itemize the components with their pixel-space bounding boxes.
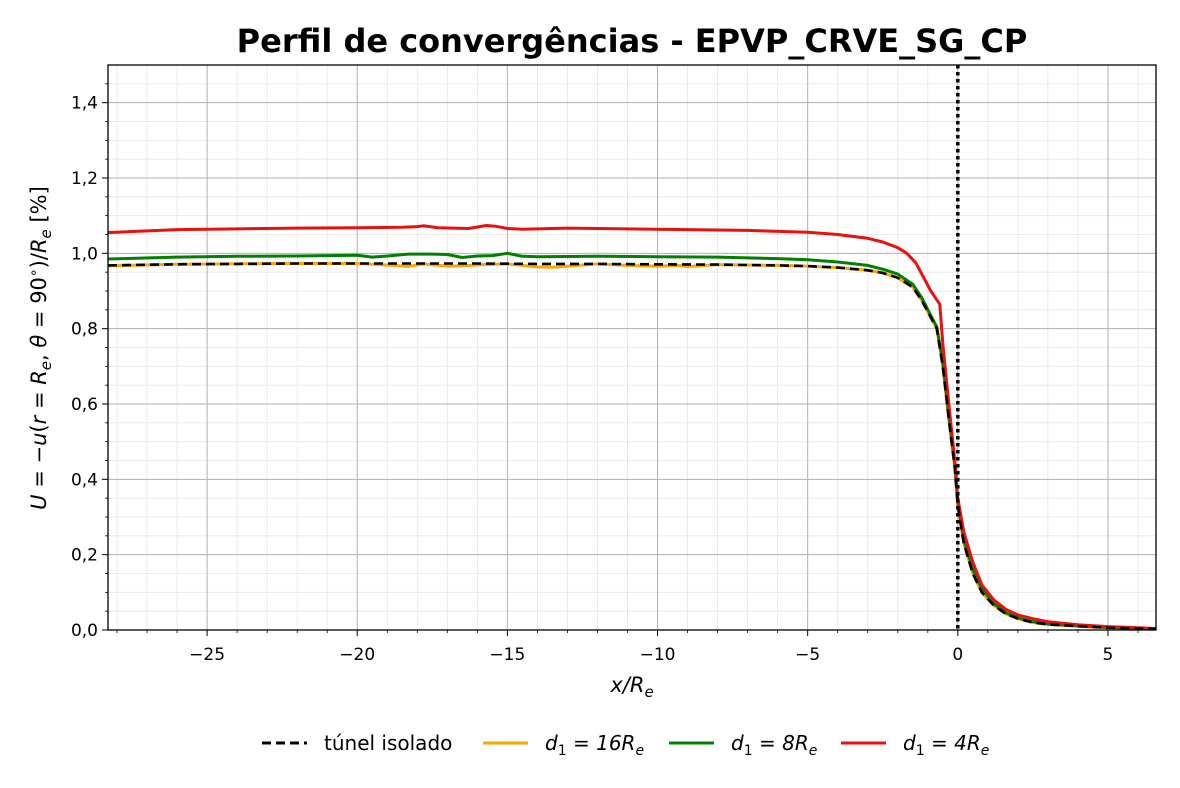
- y-tick-label: 1,0: [71, 244, 98, 264]
- legend-label: túnel isolado: [324, 731, 452, 755]
- y-tick-label: 0,8: [71, 320, 98, 340]
- y-tick-label: 0,4: [71, 470, 98, 490]
- x-tick-label: −15: [489, 645, 525, 665]
- major-gridlines: [108, 65, 1156, 631]
- x-tick-label: 0: [952, 645, 963, 665]
- chart-title: Perfil de convergências - EPVP_CRVE_SG_C…: [237, 22, 1028, 60]
- y-tick-label: 1,4: [71, 94, 98, 114]
- minor-gridlines: [108, 65, 1156, 630]
- series-line: [107, 262, 1157, 631]
- series-layer: [107, 224, 1157, 631]
- y-axis-label: U = −u(r = Re, θ = 90∘)/Re [%]: [26, 186, 55, 510]
- y-tick-label: 0,6: [71, 395, 98, 415]
- legend-label: d1 = 4Re: [903, 731, 989, 759]
- y-tick-labels: 0,0 0,2 0,4 0,6 0,8 1,0 1,2 1,4: [71, 94, 98, 641]
- series-line: [107, 262, 1157, 631]
- x-axis-label: x/Re: [609, 673, 653, 701]
- x-tick-label: 5: [1103, 645, 1114, 665]
- x-tick-labels: −25 −20 −15 −10 −5 0 5: [189, 645, 1113, 665]
- y-tick-label: 1,2: [71, 169, 98, 189]
- x-tick-label: −25: [189, 645, 225, 665]
- x-tick-label: −20: [339, 645, 375, 665]
- axis-ticks: [102, 83, 1139, 636]
- y-tick-label: 0,2: [71, 546, 98, 566]
- series-line: [107, 251, 1157, 631]
- legend-label: d1 = 16Re: [545, 731, 644, 759]
- legend-label: d1 = 8Re: [731, 731, 817, 759]
- y-tick-label: 0,0: [71, 621, 98, 641]
- series-line: [107, 224, 1157, 630]
- legend: túnel isolado d1 = 16Re d1 = 8Re d1 = 4Re: [262, 731, 989, 759]
- x-tick-label: −10: [640, 645, 676, 665]
- x-tick-label: −5: [795, 645, 820, 665]
